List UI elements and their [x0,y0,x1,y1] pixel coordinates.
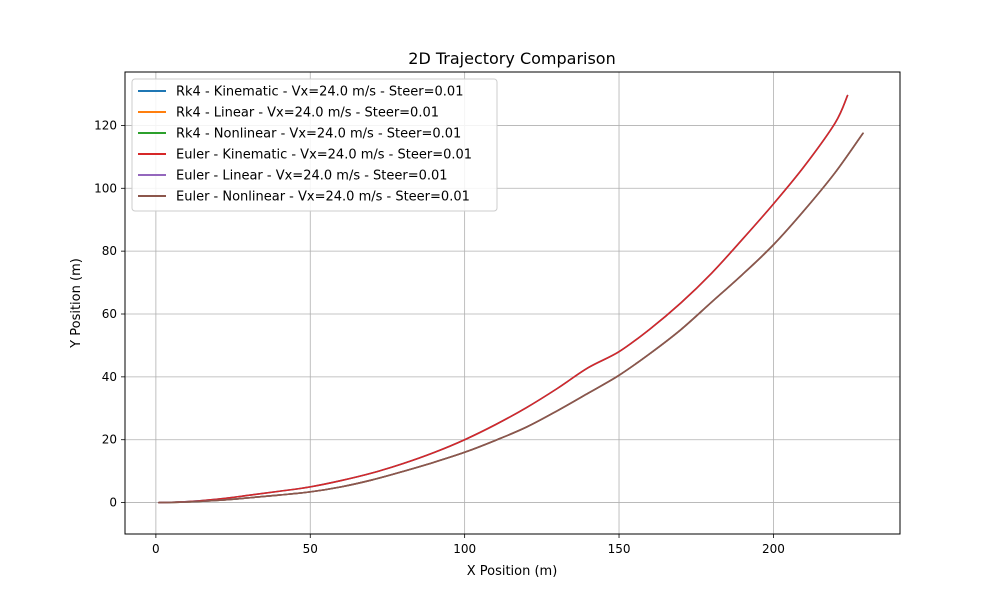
series-line-5 [158,132,864,504]
y-axis-label: Y Position (m) [69,258,84,349]
y-tick-label: 60 [102,307,117,321]
legend-label-1: Rk4 - Linear - Vx=24.0 m/s - Steer=0.01 [176,106,439,121]
x-tick-label: 200 [762,542,785,556]
legend-label-4: Euler - Linear - Vx=24.0 m/s - Steer=0.0… [176,169,448,184]
legend-label-0: Rk4 - Kinematic - Vx=24.0 m/s - Steer=0.… [176,85,463,100]
x-tick-label: 150 [608,542,631,556]
legend: Rk4 - Kinematic - Vx=24.0 m/s - Steer=0.… [131,78,498,212]
y-tick-label: 120 [94,118,117,132]
ticks: 0 50 100 150 200 0 20 40 60 80 100 120 [94,118,785,556]
x-tick-label: 100 [453,542,476,556]
chart-title: 2D Trajectory Comparison [408,49,615,68]
y-tick-label: 0 [109,496,117,510]
x-axis-label: X Position (m) [467,564,558,579]
y-tick-label: 100 [94,181,117,195]
y-tick-label: 40 [102,370,117,384]
y-tick-label: 80 [102,244,117,258]
legend-label-5: Euler - Nonlinear - Vx=24.0 m/s - Steer=… [176,190,470,205]
series-line-3 [158,94,849,504]
x-tick-label: 0 [152,542,160,556]
legend-label-2: Rk4 - Nonlinear - Vx=24.0 m/s - Steer=0.… [176,127,461,142]
y-tick-label: 20 [102,433,117,447]
x-tick-label: 50 [303,542,318,556]
legend-label-3: Euler - Kinematic - Vx=24.0 m/s - Steer=… [176,148,472,163]
legend-box [131,78,498,212]
series-layer [158,94,864,504]
axes-frame [124,71,901,535]
